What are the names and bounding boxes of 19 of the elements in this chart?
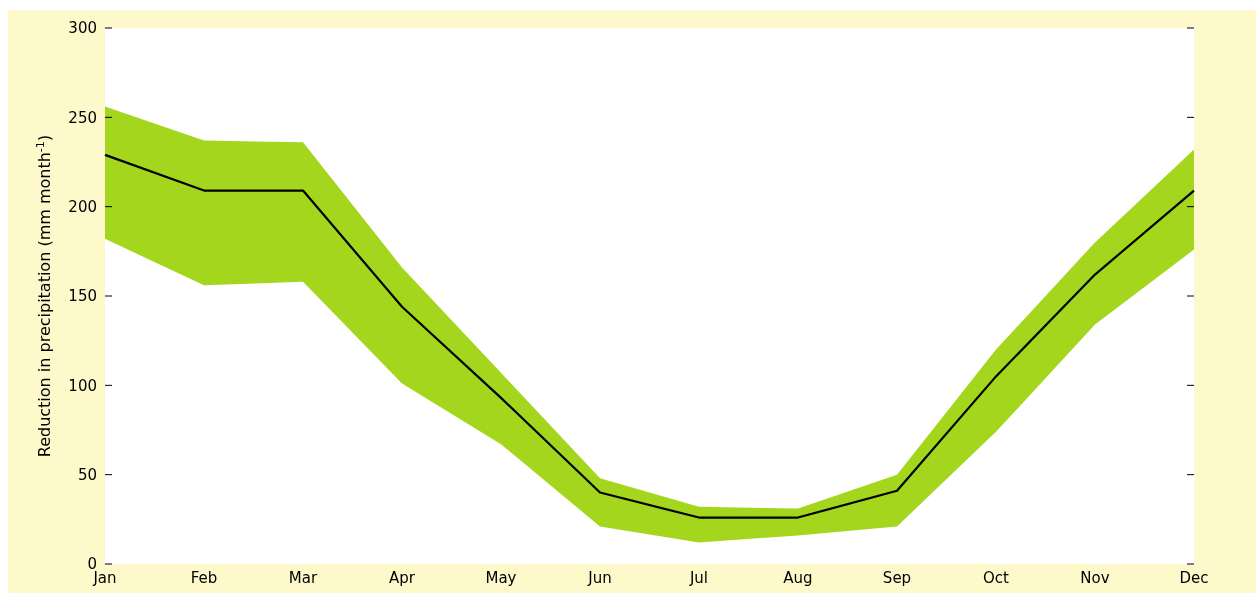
x-tick-label: Mar (288, 569, 318, 587)
x-tick-label: Apr (389, 569, 416, 587)
x-tick-label: Jun (587, 569, 612, 587)
x-tick-label: Nov (1080, 569, 1110, 587)
x-tick-label: Jul (688, 569, 709, 587)
x-tick-label: Jan (92, 569, 117, 587)
x-tick-label: Oct (983, 569, 1010, 587)
x-tick-label: May (485, 569, 517, 587)
line-series (103, 153, 1196, 519)
x-tick-label: Feb (190, 569, 218, 587)
x-tick-label: Dec (1179, 569, 1209, 587)
y-tick-label: 200 (68, 197, 97, 216)
x-tick-label: Sep (882, 569, 912, 587)
y-tick-label: 100 (68, 376, 97, 395)
y-tick-label: 250 (68, 108, 97, 127)
y-tick-label: 300 (68, 19, 97, 38)
y-tick-label: 50 (77, 465, 97, 484)
x-tick-label: Aug (783, 569, 813, 587)
y-tick-label: 150 (68, 287, 97, 306)
